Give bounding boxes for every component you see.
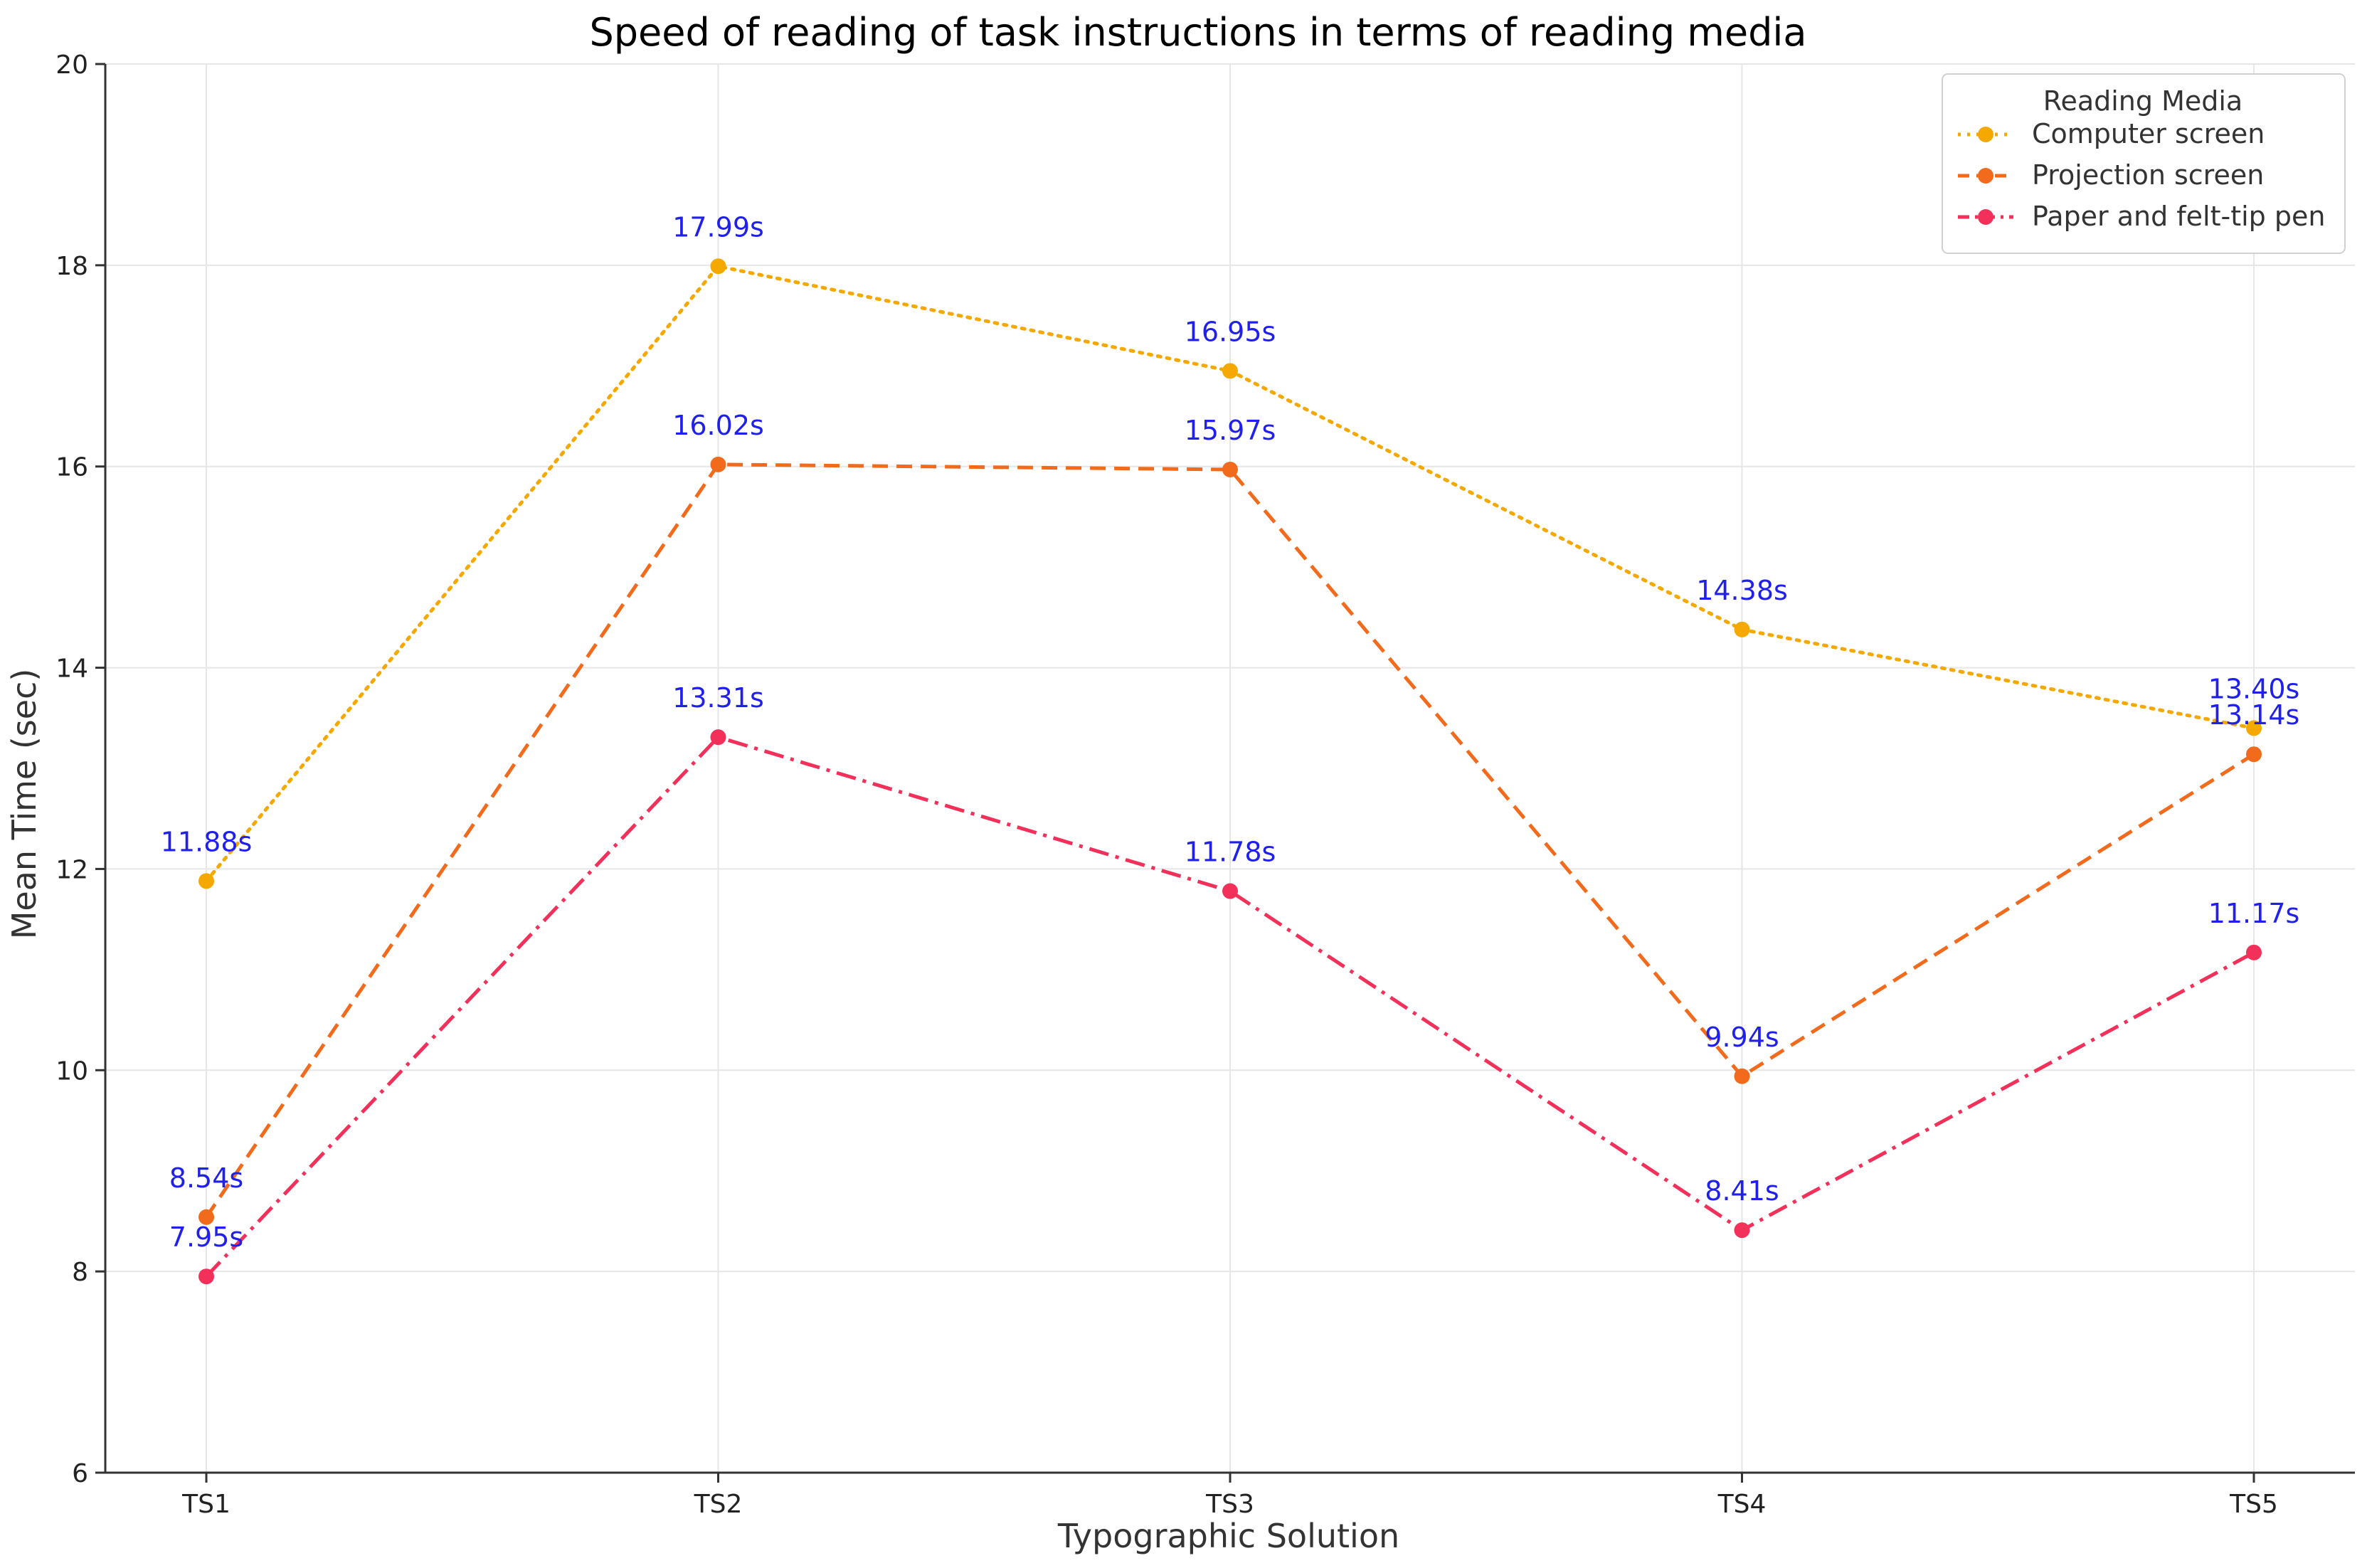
y-tick-label: 16 <box>55 453 88 482</box>
data-labels: 11.88s 17.99s 16.95s 14.38s 13.40s 8.54s 16.02… <box>161 211 2300 1253</box>
axes: 6 8 10 12 14 16 18 20 TS1 TS2 TS3 TS4 TS5 <box>55 51 2355 1519</box>
data-label: 11.17s <box>2208 898 2300 929</box>
legend-marker <box>1978 168 1993 184</box>
y-axis-label: Mean Time (sec) <box>5 669 43 940</box>
data-label: 8.41s <box>1705 1175 1779 1207</box>
series-projection-screen <box>198 456 2262 1225</box>
legend-title: Reading Media <box>2043 85 2242 117</box>
x-tick-label: TS5 <box>2229 1490 2278 1519</box>
data-point[interactable] <box>1222 363 1238 379</box>
data-label: 16.02s <box>672 410 764 441</box>
data-point[interactable] <box>2246 720 2262 736</box>
y-tick-label: 20 <box>55 51 88 80</box>
data-point[interactable] <box>710 456 726 472</box>
data-label: 7.95s <box>169 1222 243 1253</box>
data-point[interactable] <box>1222 883 1238 899</box>
data-point[interactable] <box>710 729 726 746</box>
series-paper-and-felt-tip-pen <box>198 729 2262 1285</box>
x-axis-label: Typographic Solution <box>1057 1517 1399 1555</box>
legend-item[interactable]: Paper and felt-tip pen <box>1958 201 2325 232</box>
data-point[interactable] <box>1222 461 1238 477</box>
data-label: 13.31s <box>672 682 764 714</box>
data-label: 15.97s <box>1185 415 1276 446</box>
legend-label: Computer screen <box>2032 118 2265 149</box>
y-tick-label: 10 <box>55 1056 88 1086</box>
y-tick-label: 14 <box>55 655 88 684</box>
data-point[interactable] <box>1734 1068 1750 1084</box>
data-label: 13.40s <box>2208 673 2300 704</box>
data-label: 13.14s <box>2208 699 2300 731</box>
legend-label: Projection screen <box>2032 159 2264 191</box>
series-layer <box>198 258 2262 1285</box>
data-label: 11.88s <box>161 826 253 857</box>
x-tick-label: TS3 <box>1205 1490 1254 1519</box>
legend-items: Computer screen Projection screen Paper an… <box>1958 118 2325 232</box>
legend-marker <box>1978 127 1993 142</box>
data-point[interactable] <box>198 1268 214 1285</box>
chart-title: Speed of reading of task instructions in… <box>590 10 1807 55</box>
data-label: 14.38s <box>1696 575 1788 606</box>
grid <box>105 63 2355 1473</box>
legend-item[interactable]: Projection screen <box>1958 159 2264 191</box>
series-computer-screen <box>198 258 2262 889</box>
data-point[interactable] <box>2246 944 2262 960</box>
data-label: 17.99s <box>672 211 764 243</box>
data-point[interactable] <box>1734 621 1750 637</box>
data-point[interactable] <box>198 1209 214 1225</box>
data-label: 9.94s <box>1705 1022 1779 1053</box>
y-tick-label: 8 <box>72 1258 88 1287</box>
y-tick-label: 18 <box>55 252 88 281</box>
legend-item[interactable]: Computer screen <box>1958 118 2265 149</box>
y-tick-label: 6 <box>72 1459 88 1488</box>
legend: Reading Media Computer screen Projection … <box>1942 73 2346 254</box>
legend-box <box>1942 73 2346 254</box>
x-tick-label: TS1 <box>181 1490 231 1519</box>
legend-marker <box>1978 209 1993 225</box>
data-point[interactable] <box>710 258 726 275</box>
data-point[interactable] <box>1734 1222 1750 1239</box>
data-point[interactable] <box>2246 746 2262 763</box>
y-tick-label: 12 <box>55 855 88 884</box>
x-tick-label: TS4 <box>1717 1490 1767 1519</box>
data-label: 16.95s <box>1185 316 1276 347</box>
legend-label: Paper and felt-tip pen <box>2032 201 2325 232</box>
series-line <box>204 462 2255 1219</box>
x-tick-label: TS2 <box>694 1490 743 1519</box>
series-line <box>205 735 2255 1278</box>
data-point[interactable] <box>198 873 214 889</box>
data-label: 8.54s <box>169 1162 243 1194</box>
data-label: 11.78s <box>1185 837 1276 868</box>
